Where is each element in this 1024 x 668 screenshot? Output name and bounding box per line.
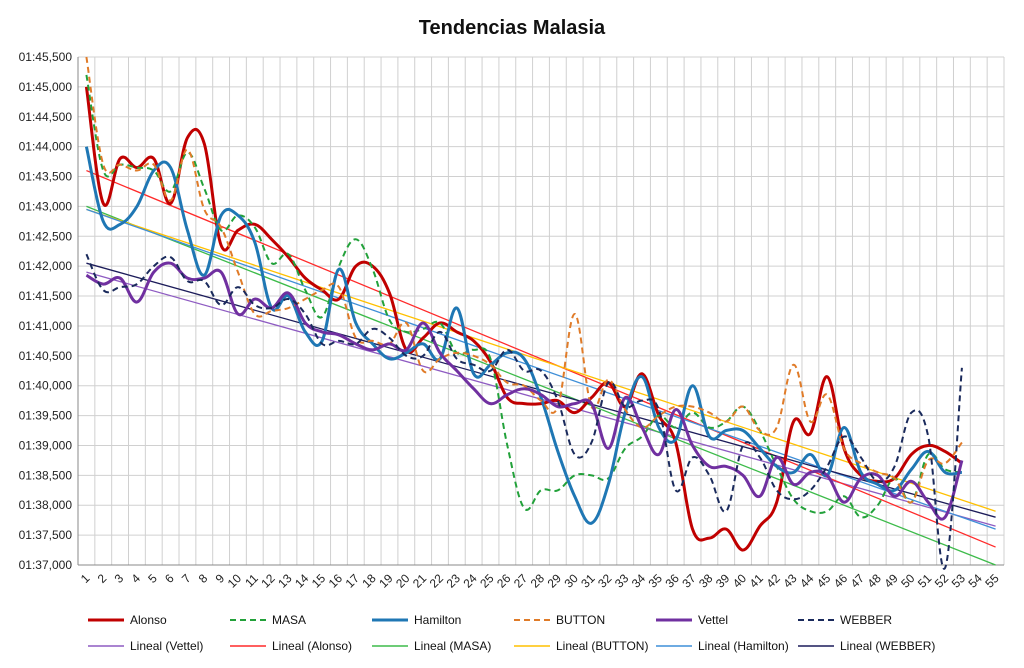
y-tick-label: 01:37,500 — [19, 528, 73, 542]
y-tick-label: 01:42,000 — [19, 259, 73, 273]
y-tick-label: 01:41,500 — [19, 289, 73, 303]
trendline — [86, 169, 996, 548]
series-line — [85, 261, 964, 521]
y-tick-label: 01:37,000 — [19, 558, 73, 572]
trendline — [86, 205, 996, 566]
legend-label: Lineal (Hamilton) — [698, 639, 789, 653]
y-tick-label: 01:40,000 — [19, 379, 73, 393]
legend-label: Lineal (Vettel) — [130, 639, 203, 653]
series-line — [85, 74, 963, 519]
y-tick-label: 01:43,000 — [19, 199, 73, 213]
series-line — [84, 86, 963, 552]
legend-label: WEBBER — [840, 613, 892, 627]
series-line — [84, 146, 963, 525]
y-tick-label: 01:39,500 — [19, 409, 73, 423]
y-tick-label: 01:40,500 — [19, 349, 73, 363]
y-tick-label: 01:39,000 — [19, 438, 73, 452]
series-lines — [84, 56, 964, 570]
y-tick-label: 01:42,500 — [19, 229, 73, 243]
y-tick-label: 01:41,000 — [19, 319, 73, 333]
x-tick-label: 55 — [982, 571, 1002, 591]
trendline — [86, 208, 996, 512]
legend-label: Lineal (WEBBER) — [840, 639, 935, 653]
x-tick-label: 1 — [78, 571, 93, 586]
x-tick-label: 8 — [196, 571, 211, 586]
legend-label: Vettel — [698, 613, 728, 627]
series-line — [85, 56, 963, 504]
legend-label: Lineal (MASA) — [414, 639, 491, 653]
trendlines — [86, 169, 996, 566]
y-tick-label: 01:38,500 — [19, 468, 73, 482]
legend-label: Lineal (BUTTON) — [556, 639, 648, 653]
legend-label: Hamilton — [414, 613, 461, 627]
x-tick-label: 7 — [179, 571, 194, 586]
x-tick-label: 5 — [145, 571, 160, 586]
y-tick-label: 01:38,000 — [19, 498, 73, 512]
y-tick-label: 01:44,500 — [19, 110, 73, 124]
y-tick-label: 01:43,500 — [19, 170, 73, 184]
x-tick-label: 2 — [95, 571, 110, 586]
series-line — [85, 253, 963, 570]
legend-label: BUTTON — [556, 613, 605, 627]
trendline — [86, 208, 996, 530]
legend-label: MASA — [272, 613, 306, 627]
chart-title: Tendencias Malasia — [419, 17, 606, 39]
grid — [77, 56, 1005, 566]
x-tick-label: 3 — [112, 571, 127, 586]
legend-label: Alonso — [130, 613, 167, 627]
x-tick-label: 9 — [213, 571, 228, 586]
y-tick-label: 01:45,500 — [19, 50, 73, 64]
legend-label: Lineal (Alonso) — [272, 639, 352, 653]
x-tick-label: 4 — [128, 571, 143, 586]
x-tick-label: 10 — [225, 571, 245, 591]
y-tick-label: 01:45,000 — [19, 80, 73, 94]
x-tick-label: 6 — [162, 571, 177, 586]
trendline — [86, 262, 996, 518]
legend: Alonso MASA Hamilton BUTTON Vettel WEBBER Line… — [88, 613, 935, 653]
y-tick-label: 01:44,000 — [19, 140, 73, 154]
